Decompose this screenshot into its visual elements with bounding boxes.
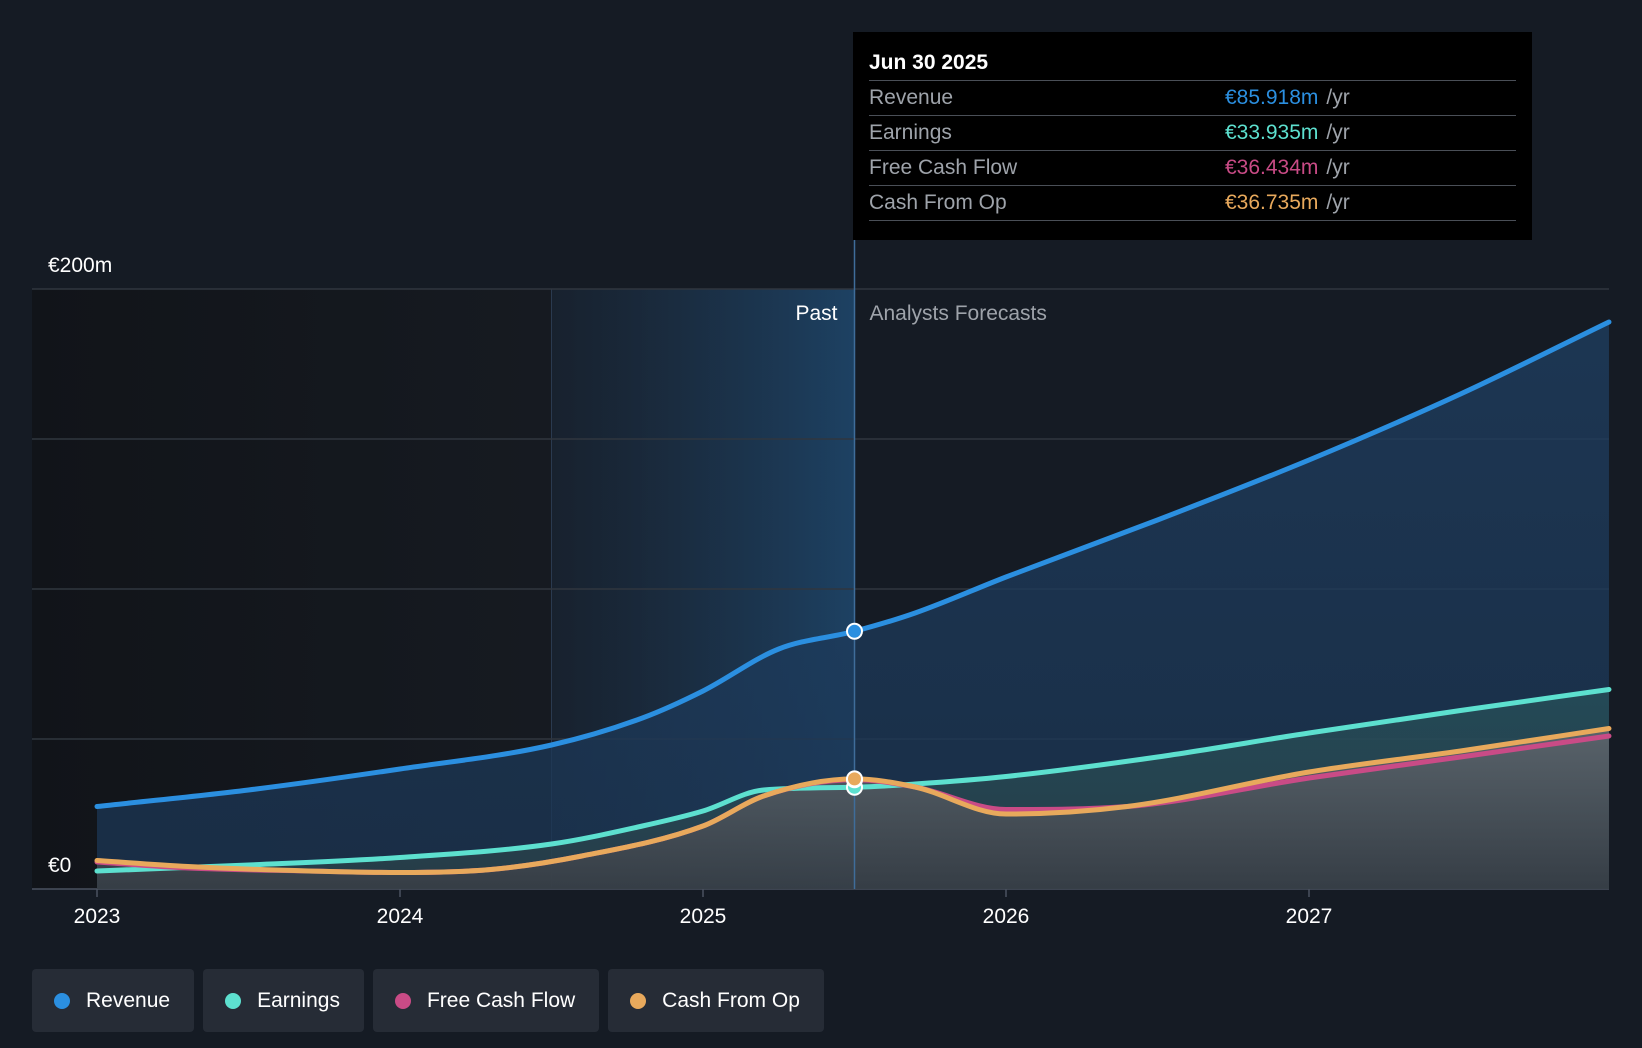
chart-legend: Revenue Earnings Free Cash Flow Cash Fro… (32, 969, 824, 1032)
tooltip-unit: /yr (1326, 156, 1350, 179)
tooltip-label: Cash From Op (869, 191, 1007, 214)
area-cash-from-op (97, 728, 1609, 889)
x-tick-label: 2025 (680, 905, 727, 928)
legend-item-earnings[interactable]: Earnings (203, 969, 364, 1032)
x-tick-label: 2024 (377, 905, 424, 928)
legend-label: Revenue (86, 988, 171, 1012)
tooltip-unit: /yr (1326, 86, 1350, 109)
x-tick-label: 2026 (983, 905, 1030, 928)
legend-label: Cash From Op (662, 988, 800, 1012)
legend-item-revenue[interactable]: Revenue (32, 969, 195, 1032)
forecast-label: Analysts Forecasts (870, 302, 1047, 325)
tooltip-row-earnings: Earnings €33.935m /yr (869, 115, 1516, 150)
line-revenue (94, 319, 1612, 809)
legend-label: Earnings (257, 988, 340, 1012)
legend-dot-icon (225, 992, 242, 1009)
tooltip-date: Jun 30 2025 (869, 51, 989, 74)
marker-revenue (846, 622, 863, 640)
tooltip-value: €33.935m (1225, 121, 1319, 144)
tooltip-row-revenue: Revenue €85.918m /yr (869, 80, 1516, 115)
legend-item-free-cash-flow[interactable]: Free Cash Flow (372, 969, 600, 1032)
tooltip-value: €36.434m (1225, 156, 1319, 179)
x-tick-label: 2027 (1286, 905, 1333, 928)
legend-item-cash-from-op[interactable]: Cash From Op (608, 969, 824, 1032)
y-axis-bottom-label: €0 (48, 854, 71, 877)
line-cash-from-op (94, 726, 1612, 876)
legend-dot-icon (394, 992, 411, 1009)
chart-canvas: €200m €0 Past Analysts Forecasts 2023 2024 202… (32, 240, 1612, 928)
line-earnings (94, 687, 1612, 874)
tooltip-row-cash-from-op: Cash From Op €36.735m /yr (869, 185, 1516, 221)
x-tick-label: 2023 (74, 905, 121, 928)
tooltip-label: Free Cash Flow (869, 156, 1018, 179)
tooltip-unit: /yr (1326, 191, 1350, 214)
tooltip-value: €85.918m (1225, 86, 1319, 109)
marker-cash-from-op (846, 770, 863, 788)
y-axis-top-label: €200m (48, 254, 112, 277)
data-tooltip: Jun 30 2025 Revenue €85.918m /yr Earning… (853, 32, 1532, 240)
tooltip-label: Earnings (869, 121, 952, 144)
tooltip-value: €36.735m (1225, 191, 1319, 214)
tooltip-row-free-cash-flow: Free Cash Flow €36.434m /yr (869, 150, 1516, 185)
legend-dot-icon (630, 992, 647, 1009)
legend-dot-icon (54, 992, 70, 1009)
tooltip-unit: /yr (1326, 121, 1350, 144)
tooltip-label: Revenue (869, 86, 954, 109)
past-label: Past (795, 302, 837, 325)
legend-label: Free Cash Flow (426, 988, 576, 1012)
